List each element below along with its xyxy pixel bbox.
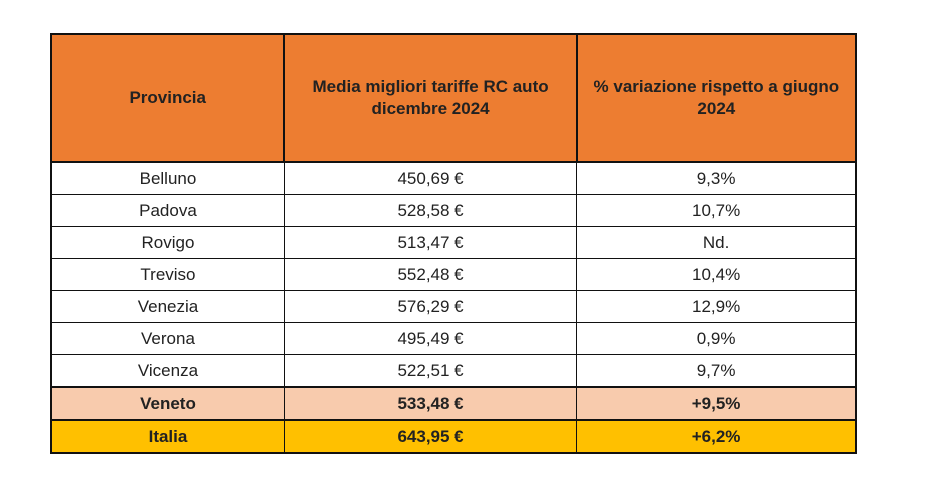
provincia-cell: Veneto: [49, 386, 285, 421]
provincia-cell: Italia: [49, 419, 285, 454]
table-row: Treviso 552,48 €10,4%: [49, 258, 858, 291]
table-row: Venezia 576,29 €12,9%: [49, 290, 858, 323]
header-row: Provincia Media migliori tariffe RC auto…: [49, 33, 858, 163]
rc-auto-tariffs-table: Provincia Media migliori tariffe RC auto…: [49, 33, 858, 454]
veneto-total-row: Veneto 533,48 € +9,5%: [49, 386, 858, 421]
italia-total-row: Italia 643,95 € +6,2%: [49, 419, 858, 454]
media-cell: 576,29 €: [283, 290, 578, 323]
media-cell: 533,48 €: [283, 386, 578, 421]
media-cell: 513,47 €: [283, 226, 578, 259]
variazione-cell: +9,5%: [576, 386, 858, 421]
variazione-cell: 9,3%: [576, 161, 858, 195]
variazione-cell: 12,9%: [576, 290, 858, 323]
media-cell: 522,51 €: [283, 354, 578, 388]
header-variazione: % variazione rispetto a giugno 2024: [575, 33, 858, 163]
media-cell: 643,95 €: [283, 419, 578, 454]
provincia-cell: Treviso: [49, 258, 285, 291]
provincia-cell: Vicenza: [49, 354, 285, 388]
provincia-cell: Padova: [49, 194, 285, 227]
provincia-cell: Venezia: [49, 290, 285, 323]
table-row: Vicenza 522,51 €9,7%: [49, 354, 858, 388]
table-row: Rovigo 513,47 € Nd.: [49, 226, 858, 259]
provincia-cell: Verona: [49, 322, 285, 355]
header-media-tariffe: Media migliori tariffe RC auto dicembre …: [283, 33, 578, 163]
variazione-cell: 0,9%: [576, 322, 858, 355]
variazione-cell: Nd.: [576, 226, 858, 259]
provincia-cell: Belluno: [49, 161, 285, 195]
variazione-cell: +6,2%: [576, 419, 858, 454]
variazione-cell: 10,4%: [576, 258, 858, 291]
variazione-cell: 10,7%: [576, 194, 858, 227]
media-cell: 495,49 €: [283, 322, 578, 355]
media-cell: 528,58 €: [283, 194, 578, 227]
header-provincia: Provincia: [49, 33, 286, 163]
table-row: Belluno 450,69 €9,3%: [49, 161, 858, 195]
table-row: Padova 528,58 €10,7%: [49, 194, 858, 227]
media-cell: 552,48 €: [283, 258, 578, 291]
table-row: Verona 495,49 €0,9%: [49, 322, 858, 355]
provincia-cell: Rovigo: [49, 226, 285, 259]
media-cell: 450,69 €: [283, 161, 578, 195]
variazione-cell: 9,7%: [576, 354, 858, 388]
